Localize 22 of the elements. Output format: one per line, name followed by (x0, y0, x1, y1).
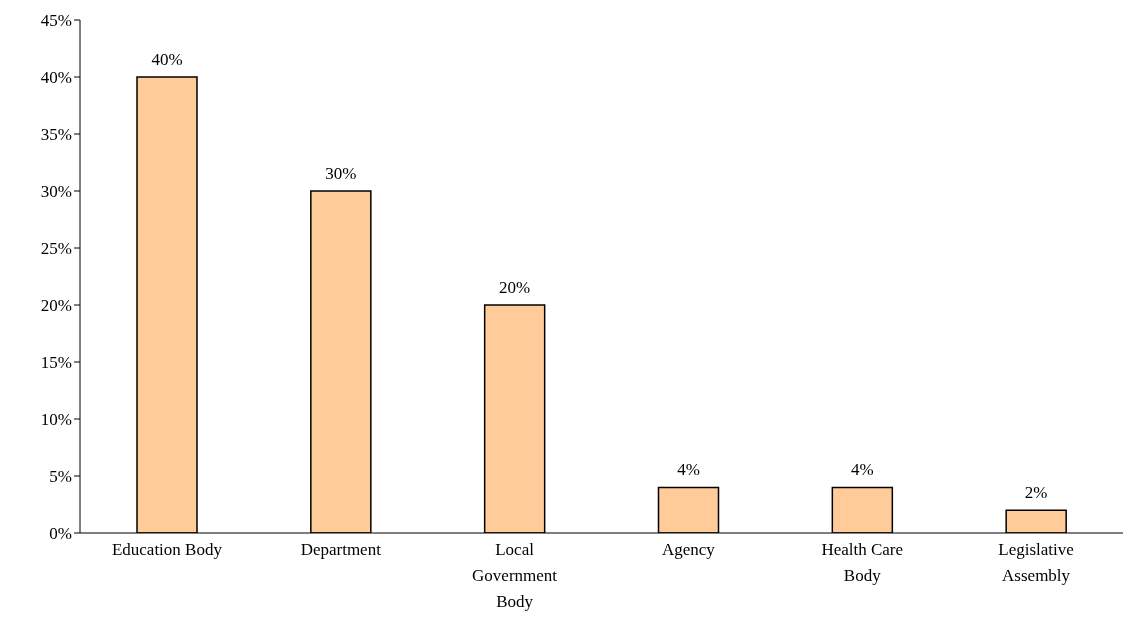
data-label: 2% (1024, 483, 1048, 503)
y-tick-label: 10% (40, 410, 72, 430)
y-tick-label: 35% (40, 125, 72, 145)
data-label: 4% (677, 460, 700, 480)
y-tick-label: 25% (40, 239, 72, 259)
y-tick-label: 45% (40, 11, 72, 31)
x-tick-label: Legislative Assembly (998, 540, 1074, 585)
x-tick-label: Education Body (111, 540, 223, 559)
data-label: 40% (151, 50, 183, 69)
x-tick-label: Department (300, 540, 382, 559)
x-tick-label: Agency (661, 540, 716, 559)
y-tick-label: 30% (40, 182, 72, 202)
data-label: 30% (325, 164, 357, 183)
y-tick-label: 20% (40, 296, 72, 316)
y-tick-label: 5% (49, 467, 72, 487)
y-tick-label: 40% (40, 68, 72, 88)
data-label: 20% (499, 278, 531, 297)
data-label: 4% (851, 460, 874, 480)
y-tick-label: 15% (40, 353, 72, 373)
x-tick-label: Local Government Body (472, 540, 558, 611)
y-tick-label: 0% (49, 524, 72, 544)
x-tick-label: Health Care Body (821, 540, 904, 585)
